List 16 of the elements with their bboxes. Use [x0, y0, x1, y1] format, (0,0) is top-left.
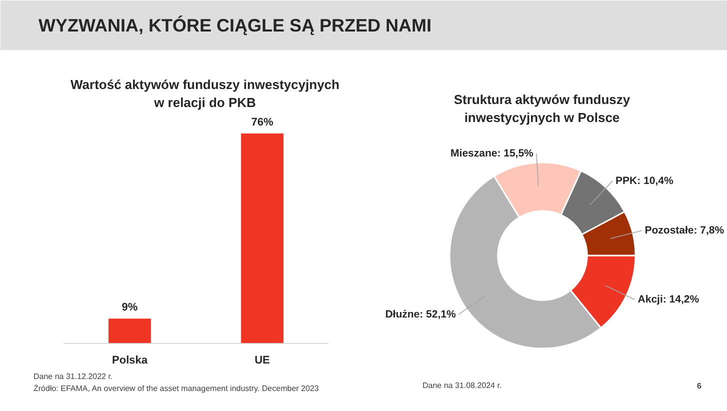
- text: WYZWANIA, KTÓRE CIĄGLE SĄ PRZED NAMI: [38, 16, 432, 36]
- data-label: 9%: [122, 302, 138, 314]
- data-label: 76%: [251, 116, 274, 128]
- slice-label: Akcji: 14,2%: [638, 294, 700, 306]
- text: 6: [697, 382, 702, 390]
- slice-label: Mieszane: 15,5%: [450, 147, 534, 160]
- slice-label: PPK: 10,4%: [616, 174, 674, 187]
- text: Dane na 31.12.2022 r.: [34, 372, 113, 381]
- slice-label: Pozostałe: 7,8%: [644, 224, 725, 237]
- text: Źródło: EFAMA, An overview of the asset management industry. December 2023: [34, 384, 320, 393]
- slice-label: Dłużne: 52,1%: [385, 308, 456, 320]
- chart-title: Struktura aktywów funduszy inwestycyjnych w Polsce: [452, 91, 632, 127]
- x-tick-label: UE: [254, 354, 270, 366]
- x-tick-label: Polska: [112, 354, 148, 366]
- chart-title: Wartość aktywów funduszy inwestycyjnych w relacji do PKB: [70, 76, 340, 112]
- text: Dane na 31.08.2024 r.: [422, 381, 502, 390]
